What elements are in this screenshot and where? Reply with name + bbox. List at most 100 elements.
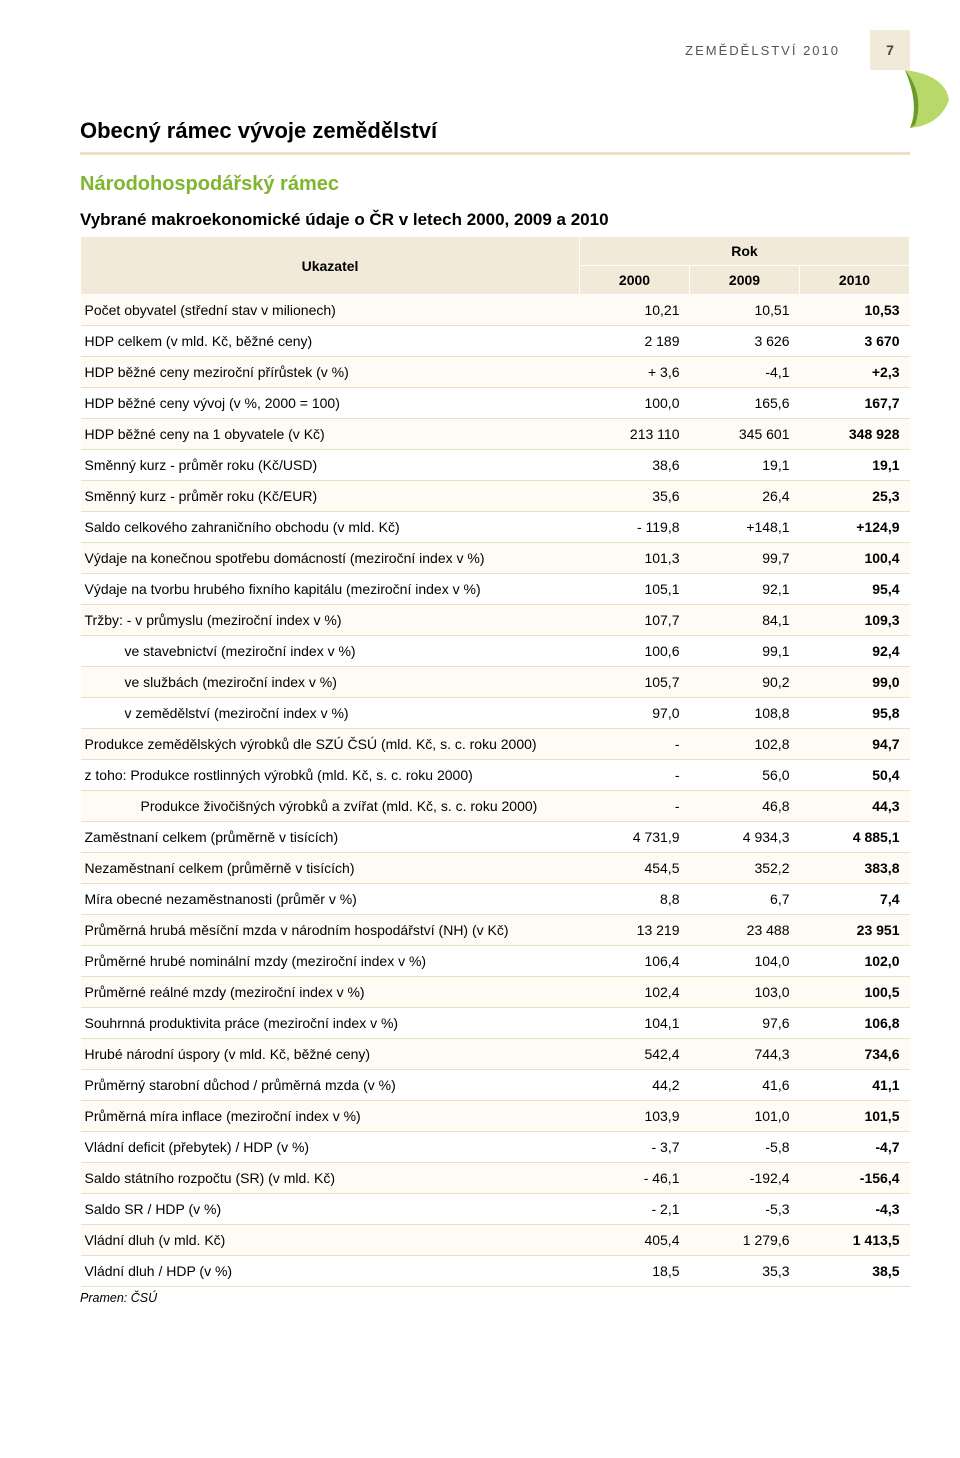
table-row: HDP běžné ceny meziroční přírůstek (v %)…	[81, 357, 910, 388]
section-title: Obecný rámec vývoje zemědělství	[80, 110, 910, 155]
row-value: 90,2	[690, 667, 800, 698]
row-label: Průměrný starobní důchod / průměrná mzda…	[81, 1070, 580, 1101]
row-label: HDP běžné ceny meziroční přírůstek (v %)	[81, 357, 580, 388]
row-value: 99,0	[800, 667, 910, 698]
row-value: 23 951	[800, 915, 910, 946]
row-value: 100,4	[800, 543, 910, 574]
row-label: HDP běžné ceny vývoj (v %, 2000 = 100)	[81, 388, 580, 419]
row-value: 26,4	[690, 481, 800, 512]
table-row: Průměrný starobní důchod / průměrná mzda…	[81, 1070, 910, 1101]
row-value: 4 934,3	[690, 822, 800, 853]
row-value: 103,9	[580, 1101, 690, 1132]
row-value: 165,6	[690, 388, 800, 419]
table-row: z toho: Produkce rostlinných výrobků (ml…	[81, 760, 910, 791]
page-header: ZEMĚDĚLSTVÍ 2010 7	[80, 30, 910, 70]
row-value: 734,6	[800, 1039, 910, 1070]
row-label: Směnný kurz - průměr roku (Kč/USD)	[81, 450, 580, 481]
table-row: Směnný kurz - průměr roku (Kč/USD)38,619…	[81, 450, 910, 481]
row-value: -4,1	[690, 357, 800, 388]
table-row: Tržby: - v průmyslu (meziroční index v %…	[81, 605, 910, 636]
row-label: Průměrné hrubé nominální mzdy (meziroční…	[81, 946, 580, 977]
macro-table: Ukazatel Rok 2000 2009 2010 Počet obyvat…	[80, 236, 910, 1287]
row-value: 44,2	[580, 1070, 690, 1101]
row-value: -4,7	[800, 1132, 910, 1163]
row-value: 10,53	[800, 295, 910, 326]
row-value: 103,0	[690, 977, 800, 1008]
row-value: 104,0	[690, 946, 800, 977]
table-row: Hrubé národní úspory (v mld. Kč, běžné c…	[81, 1039, 910, 1070]
row-label: Průměrná míra inflace (meziroční index v…	[81, 1101, 580, 1132]
row-value: -	[580, 791, 690, 822]
row-value: 3 626	[690, 326, 800, 357]
row-value: -	[580, 760, 690, 791]
row-label: Výdaje na konečnou spotřebu domácností (…	[81, 543, 580, 574]
source-label: Pramen: ČSÚ	[80, 1291, 910, 1305]
row-label: v zemědělství (meziroční index v %)	[81, 698, 580, 729]
table-row: Míra obecné nezaměstnanosti (průměr v %)…	[81, 884, 910, 915]
row-value: -5,8	[690, 1132, 800, 1163]
table-row: Vládní deficit (přebytek) / HDP (v %)- 3…	[81, 1132, 910, 1163]
row-label: z toho: Produkce rostlinných výrobků (ml…	[81, 760, 580, 791]
row-value: 35,3	[690, 1256, 800, 1287]
col-year-0: 2000	[580, 266, 690, 295]
row-value: 104,1	[580, 1008, 690, 1039]
table-row: Produkce zemědělských výrobků dle SZÚ ČS…	[81, 729, 910, 760]
table-row: HDP celkem (v mld. Kč, běžné ceny)2 1893…	[81, 326, 910, 357]
row-value: 2 189	[580, 326, 690, 357]
table-row: Vládní dluh (v mld. Kč)405,41 279,61 413…	[81, 1225, 910, 1256]
row-value: - 3,7	[580, 1132, 690, 1163]
row-value: 105,1	[580, 574, 690, 605]
row-value: 6,7	[690, 884, 800, 915]
row-value: 542,4	[580, 1039, 690, 1070]
table-title: Vybrané makroekonomické údaje o ČR v let…	[80, 210, 910, 230]
row-value: 38,5	[800, 1256, 910, 1287]
table-row: Nezaměstnaní celkem (průměrně v tisících…	[81, 853, 910, 884]
row-label: Tržby: - v průmyslu (meziroční index v %…	[81, 605, 580, 636]
row-label: Souhrnná produktivita práce (meziroční i…	[81, 1008, 580, 1039]
row-value: 102,8	[690, 729, 800, 760]
row-value: 405,4	[580, 1225, 690, 1256]
row-label: HDP celkem (v mld. Kč, běžné ceny)	[81, 326, 580, 357]
row-value: 44,3	[800, 791, 910, 822]
row-value: 35,6	[580, 481, 690, 512]
table-row: Průměrné reálné mzdy (meziroční index v …	[81, 977, 910, 1008]
row-value: 97,0	[580, 698, 690, 729]
table-row: v zemědělství (meziroční index v %)97,01…	[81, 698, 910, 729]
col-year-1: 2009	[690, 266, 800, 295]
row-value: 41,6	[690, 1070, 800, 1101]
row-value: 13 219	[580, 915, 690, 946]
row-value: 107,7	[580, 605, 690, 636]
row-value: -156,4	[800, 1163, 910, 1194]
table-row: Saldo SR / HDP (v %)- 2,1-5,3-4,3	[81, 1194, 910, 1225]
row-value: - 2,1	[580, 1194, 690, 1225]
row-label: Vládní deficit (přebytek) / HDP (v %)	[81, 1132, 580, 1163]
row-value: - 46,1	[580, 1163, 690, 1194]
row-label: Průměrná hrubá měsíční mzda v národním h…	[81, 915, 580, 946]
row-value: 106,8	[800, 1008, 910, 1039]
col-group-year: Rok	[580, 237, 910, 266]
row-value: -	[580, 729, 690, 760]
row-label: Výdaje na tvorbu hrubého fixního kapitál…	[81, 574, 580, 605]
row-value: -5,3	[690, 1194, 800, 1225]
row-value: 10,21	[580, 295, 690, 326]
row-value: 4 885,1	[800, 822, 910, 853]
row-value: 102,0	[800, 946, 910, 977]
subsection-title: Národohospodářský rámec	[80, 173, 910, 196]
row-value: 95,8	[800, 698, 910, 729]
row-value: 95,4	[800, 574, 910, 605]
row-value: 101,5	[800, 1101, 910, 1132]
row-label: Produkce živočišných výrobků a zvířat (m…	[81, 791, 580, 822]
row-value: 1 279,6	[690, 1225, 800, 1256]
table-row: Vládní dluh / HDP (v %)18,535,338,5	[81, 1256, 910, 1287]
row-value: 19,1	[690, 450, 800, 481]
row-value: 100,0	[580, 388, 690, 419]
row-value: 19,1	[800, 450, 910, 481]
row-value: 352,2	[690, 853, 800, 884]
row-value: 84,1	[690, 605, 800, 636]
row-value: 105,7	[580, 667, 690, 698]
row-value: 99,7	[690, 543, 800, 574]
row-label: Míra obecné nezaměstnanosti (průměr v %)	[81, 884, 580, 915]
row-label: Směnný kurz - průměr roku (Kč/EUR)	[81, 481, 580, 512]
table-row: Produkce živočišných výrobků a zvířat (m…	[81, 791, 910, 822]
table-row: HDP běžné ceny na 1 obyvatele (v Kč)213 …	[81, 419, 910, 450]
